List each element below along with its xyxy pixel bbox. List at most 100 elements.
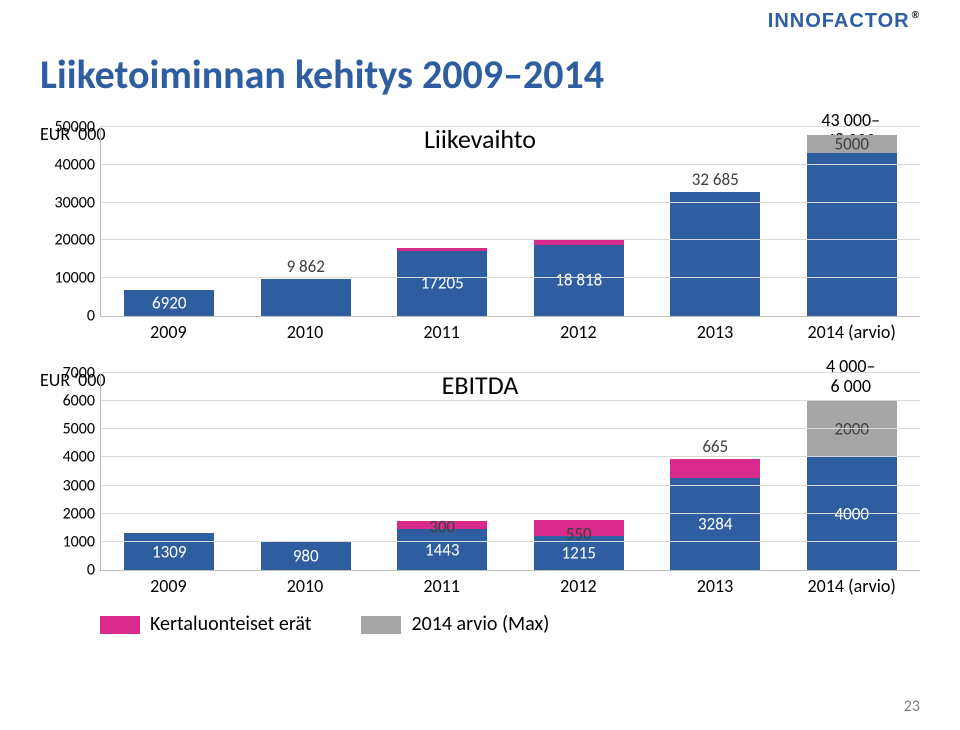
bar-segment: 300	[397, 521, 487, 529]
x-tick-label: 2010	[237, 317, 374, 343]
y-tick-label: 6000	[63, 392, 101, 411]
bar-segment: 5000	[807, 135, 897, 154]
bar-segment: 4000	[807, 457, 897, 570]
bar-segment: 980	[261, 542, 351, 570]
logo-text: INNOFACTOR	[768, 10, 910, 33]
x-tick-label: 2013	[647, 571, 784, 597]
bar: 4000 2000	[807, 401, 897, 570]
bar-value-label: 3284	[670, 513, 760, 534]
grid-line	[101, 277, 920, 278]
bar-segment: 2000	[807, 401, 897, 457]
bar: 1443 300	[397, 521, 487, 570]
bar-segment	[397, 248, 487, 251]
grid-line	[101, 541, 920, 542]
y-tick-label: 0	[87, 307, 101, 326]
y-tick-label: 0	[87, 561, 101, 580]
bar-segment: 17205	[397, 251, 487, 316]
bar-segment: 18 818	[534, 245, 624, 316]
bar-segment: 1309	[124, 533, 214, 570]
y-tick-label: 4000	[63, 448, 101, 467]
x-tick-label: 2010	[237, 571, 374, 597]
page-title: Liiketoiminnan kehitys 2009–2014	[40, 50, 920, 99]
y-tick-label: 40000	[54, 155, 101, 174]
chart-plot-area: 130998014433001215550328466540002000 010…	[100, 373, 920, 571]
grid-line	[101, 485, 920, 486]
x-tick-label: 2014 (arvio)	[783, 317, 920, 343]
x-axis-labels: 200920102011201220132014 (arvio)	[100, 571, 920, 597]
bar-segment: 6920	[124, 290, 214, 316]
y-tick-label: 50000	[54, 118, 101, 137]
y-tick-label: 10000	[54, 269, 101, 288]
ebitda-chart: EUR '000 EBITDA 4 000– 6 000 13099801443…	[40, 373, 920, 597]
bar-value-label: 17205	[397, 273, 487, 294]
bar-value-label: 1309	[124, 541, 214, 562]
y-tick-label: 20000	[54, 231, 101, 250]
grid-line	[101, 428, 920, 429]
x-tick-label: 2011	[373, 317, 510, 343]
bar-slot: 9 862	[238, 127, 375, 316]
y-tick-label: 30000	[54, 193, 101, 212]
bar: 3284 665	[670, 459, 760, 570]
bar-slot: 43 0005000	[784, 127, 921, 316]
x-tick-label: 2013	[647, 317, 784, 343]
bar: 980	[261, 542, 351, 570]
x-tick-label: 2014 (arvio)	[783, 571, 920, 597]
bar: 1309	[124, 533, 214, 570]
bar-value-label: 6920	[124, 292, 214, 313]
x-tick-label: 2012	[510, 317, 647, 343]
y-tick-label: 1000	[63, 532, 101, 551]
bar-segment: 9 862	[261, 279, 351, 316]
grid-line	[101, 513, 920, 514]
brand-logo: INNOFACTOR ®	[768, 10, 920, 33]
y-tick-label: 2000	[63, 504, 101, 523]
y-tick-label: 3000	[63, 476, 101, 495]
bar: 6920	[124, 290, 214, 316]
x-tick-label: 2012	[510, 571, 647, 597]
bar-value-label: 1215	[534, 542, 624, 563]
chart-plot-area: 69209 8621720518 81832 68543 0005000 010…	[100, 127, 920, 317]
bar: 17205	[397, 248, 487, 316]
legend-swatch	[100, 616, 140, 634]
bar: 1215 550	[534, 520, 624, 570]
x-tick-label: 2011	[373, 571, 510, 597]
bar-segment: 665	[670, 459, 760, 478]
bar-value-label: 9 862	[261, 256, 351, 279]
bar-segment: 550	[534, 520, 624, 535]
bar-value-label: 1443	[397, 539, 487, 560]
grid-line	[101, 202, 920, 203]
bar-value-label: 665	[670, 436, 760, 459]
bar: 9 862	[261, 279, 351, 316]
bar-segment: 3284	[670, 478, 760, 570]
legend-label: 2014 arvio (Max)	[411, 612, 549, 636]
bar: 43 0005000	[807, 135, 897, 316]
grid-line	[101, 126, 920, 127]
bar-slot: 6920	[101, 127, 238, 316]
legend: Kertaluonteiset erät 2014 arvio (Max)	[100, 612, 920, 636]
bar-value-label: 32 685	[670, 169, 760, 192]
grid-line	[101, 456, 920, 457]
y-tick-label: 5000	[63, 420, 101, 439]
bar-segment: 32 685	[670, 192, 760, 316]
bar-value-label: 980	[261, 546, 351, 567]
legend-label: Kertaluonteiset erät	[150, 612, 311, 636]
registered-mark: ®	[912, 10, 920, 21]
x-tick-label: 2009	[100, 571, 237, 597]
page-number: 23	[904, 697, 920, 716]
grid-line	[101, 164, 920, 165]
bar-value-label: 4000	[807, 503, 897, 524]
x-axis-labels: 200920102011201220132014 (arvio)	[100, 317, 920, 343]
bar-slot: 17205	[374, 127, 511, 316]
legend-item: Kertaluonteiset erät	[100, 612, 311, 636]
y-tick-label: 7000	[63, 364, 101, 383]
bar-value-label: 300	[397, 517, 487, 538]
grid-line	[101, 239, 920, 240]
bar: 32 685	[670, 192, 760, 316]
legend-swatch	[361, 616, 401, 634]
bar-value-label: 2000	[807, 419, 897, 440]
bar-slot: 32 685	[647, 127, 784, 316]
revenue-chart: EUR '000 Liikevaihto 43 000– 48 000 6920…	[40, 127, 920, 343]
grid-line	[101, 400, 920, 401]
bar-slot: 18 818	[511, 127, 648, 316]
grid-line	[101, 372, 920, 373]
bar-value-label: 18 818	[534, 270, 624, 291]
